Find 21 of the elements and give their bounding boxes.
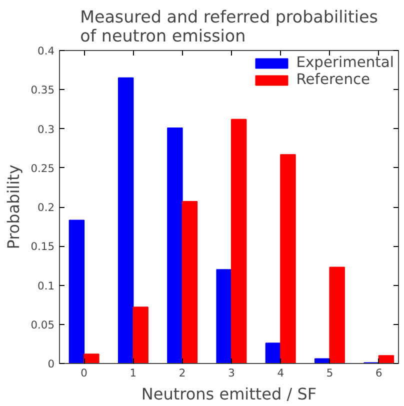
- y-tick-label: 0.2: [38, 201, 55, 214]
- x-tick-label: 0: [80, 366, 88, 380]
- legend-label: Experimental: [296, 54, 394, 71]
- x-tick-label: 1: [130, 366, 137, 380]
- y-tick-label: 0.35: [30, 84, 55, 97]
- y-tick-label: 0.4: [38, 44, 55, 58]
- x-tick-label: 4: [277, 366, 284, 380]
- chart-title: Measured and referred probabilities of neutron emission: [80, 8, 378, 46]
- legend-label: Reference: [296, 71, 370, 88]
- y-tick-label: 0.05: [30, 318, 55, 332]
- x-tick-label: 2: [178, 366, 186, 380]
- y-tick-label: 0: [48, 358, 55, 370]
- y-tick-label: 0.3: [38, 122, 55, 136]
- y-tick-label: 0.1: [38, 279, 55, 292]
- y-tick-label: 0.25: [30, 162, 55, 175]
- y-tick-label: 0.15: [30, 240, 55, 254]
- x-tick-label: 3: [228, 366, 235, 380]
- y-axis-title: Probability: [4, 164, 23, 250]
- x-axis-title: Neutrons emitted / SF: [141, 384, 317, 404]
- x-tick-label: 6: [375, 366, 382, 380]
- x-tick-label: 5: [326, 366, 334, 380]
